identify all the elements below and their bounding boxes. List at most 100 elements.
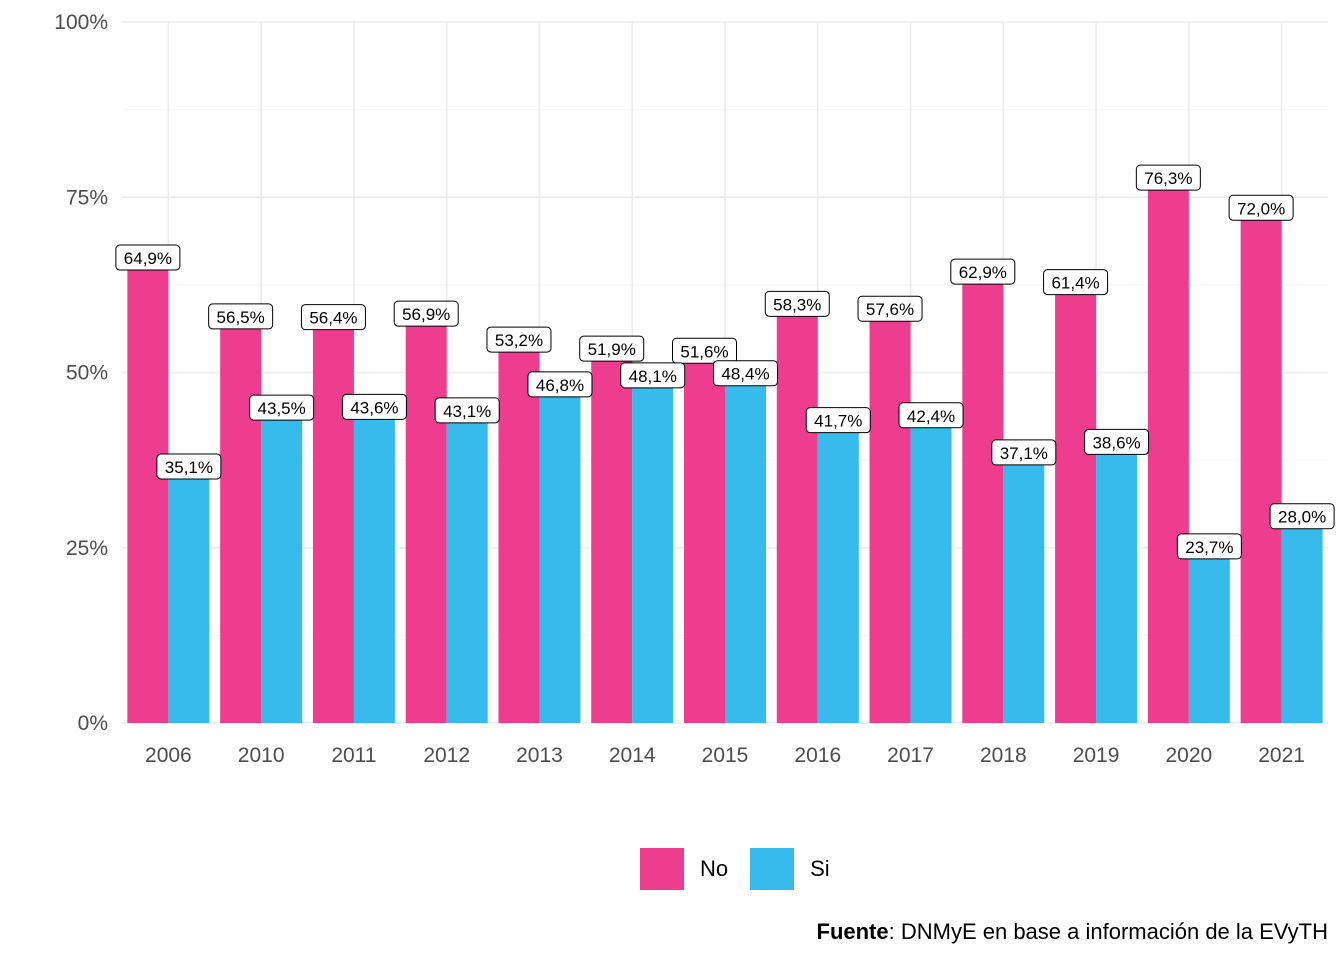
data-label-box xyxy=(1228,194,1294,221)
data-label-text: 62,9% xyxy=(959,263,1007,282)
x-tick-label: 2021 xyxy=(1258,744,1305,767)
data-label-text: 48,4% xyxy=(721,365,769,384)
y-tick-label: 25% xyxy=(66,537,108,560)
bar-no xyxy=(220,326,262,723)
data-label-box xyxy=(249,394,315,421)
bar-no xyxy=(405,324,447,723)
bars xyxy=(127,188,1323,724)
data-label-text: 76,3% xyxy=(1144,169,1192,188)
data-label-no: 56,5% xyxy=(208,303,274,330)
x-tick-label: 2015 xyxy=(702,744,749,767)
legend: No Si xyxy=(640,848,852,890)
data-label-no: 53,2% xyxy=(486,326,552,353)
data-label-box xyxy=(991,439,1057,466)
data-label-box xyxy=(1135,164,1201,191)
bar-si xyxy=(910,425,952,723)
data-label-si: 37,1% xyxy=(991,439,1057,466)
data-label-text: 43,6% xyxy=(350,398,398,417)
caption-text: : DNMyE en base a información de la EVyT… xyxy=(888,919,1328,944)
data-label-text: 57,6% xyxy=(866,300,914,319)
data-label-box xyxy=(1043,269,1109,296)
data-label-box xyxy=(620,362,686,389)
bar-no xyxy=(1240,218,1282,723)
legend-label-no: No xyxy=(700,856,729,881)
bar-si xyxy=(817,430,859,723)
data-label-no: 72,0% xyxy=(1228,194,1294,221)
data-label-text: 38,6% xyxy=(1092,433,1140,452)
data-label-no: 51,6% xyxy=(672,337,737,364)
y-tick-label: 100% xyxy=(54,11,108,34)
bar-no xyxy=(127,268,169,723)
bar-no xyxy=(776,314,818,723)
data-label-box xyxy=(898,402,964,429)
data-label-box xyxy=(527,371,593,398)
legend-item-no: No xyxy=(640,848,728,890)
bar-si xyxy=(353,417,395,723)
data-labels: 64,9% 56,5% 56,4% 56,9% 53,2% 51,9% 51,6% 58,3%… xyxy=(115,164,1335,560)
data-label-text: 51,9% xyxy=(588,340,636,359)
data-label-box xyxy=(393,300,459,327)
bar-si xyxy=(261,418,303,723)
data-label-box xyxy=(950,258,1016,285)
data-label-box xyxy=(579,335,645,362)
data-label-text: 56,9% xyxy=(402,305,450,324)
data-label-text: 53,2% xyxy=(495,331,543,350)
data-label-box xyxy=(115,244,181,271)
data-label-box xyxy=(434,397,500,424)
data-label-si: 43,1% xyxy=(434,397,500,424)
data-label-si: 46,8% xyxy=(527,371,593,398)
x-tick-label: 2017 xyxy=(887,744,934,767)
data-label-text: 37,1% xyxy=(1000,444,1048,463)
data-label-si: 23,7% xyxy=(1176,533,1242,560)
data-label-text: 42,4% xyxy=(907,407,955,426)
data-label-no: 62,9% xyxy=(950,258,1016,285)
data-label-si: 48,4% xyxy=(713,360,778,387)
source-caption: Fuente: DNMyE en base a información de l… xyxy=(817,919,1329,945)
bar-no xyxy=(962,282,1004,723)
x-tick-label: 2019 xyxy=(1073,744,1120,767)
data-label-si: 43,6% xyxy=(341,393,407,420)
data-label-no: 51,9% xyxy=(579,335,645,362)
data-label-text: 41,7% xyxy=(814,412,862,431)
data-label-text: 56,5% xyxy=(217,308,265,327)
caption-bold: Fuente xyxy=(816,919,889,944)
data-label-box xyxy=(156,453,222,480)
data-label-si: 42,4% xyxy=(898,402,964,429)
data-label-box xyxy=(1176,533,1242,560)
bar-si xyxy=(1281,526,1323,723)
data-label-si: 43,5% xyxy=(249,394,315,421)
data-label-box xyxy=(300,304,366,331)
x-tick-label: 2014 xyxy=(609,744,656,767)
x-tick-label: 2020 xyxy=(1165,744,1212,767)
legend-swatch-no xyxy=(640,848,684,890)
data-label-box xyxy=(1269,503,1335,530)
legend-swatch-si xyxy=(750,848,795,890)
y-tick-label: 50% xyxy=(66,362,108,385)
bar-no xyxy=(1147,188,1189,724)
legend-item-si: Si xyxy=(750,848,830,890)
data-label-box xyxy=(341,393,407,420)
bar-no xyxy=(312,327,354,723)
bar-no xyxy=(1055,292,1097,723)
bar-si xyxy=(1096,452,1138,723)
data-label-box xyxy=(857,295,923,322)
data-label-no: 56,4% xyxy=(300,304,366,331)
bar-no xyxy=(684,361,725,723)
x-tick-label: 2011 xyxy=(331,744,376,767)
data-label-box xyxy=(672,337,737,364)
data-label-si: 35,1% xyxy=(156,453,222,480)
bar-si xyxy=(632,385,674,723)
data-label-no: 76,3% xyxy=(1135,164,1201,191)
data-label-text: 43,5% xyxy=(258,399,306,418)
data-label-box xyxy=(805,407,871,434)
x-tick-label: 2006 xyxy=(145,744,192,767)
data-label-text: 28,0% xyxy=(1278,508,1326,527)
data-label-no: 64,9% xyxy=(115,244,181,271)
y-tick-label: 75% xyxy=(66,186,108,209)
data-label-box xyxy=(764,290,830,317)
data-label-si: 41,7% xyxy=(805,407,871,434)
bar-si xyxy=(539,394,581,723)
data-label-si: 38,6% xyxy=(1084,428,1150,455)
data-label-text: 56,4% xyxy=(309,309,357,328)
y-tick-label: 0% xyxy=(78,712,108,735)
